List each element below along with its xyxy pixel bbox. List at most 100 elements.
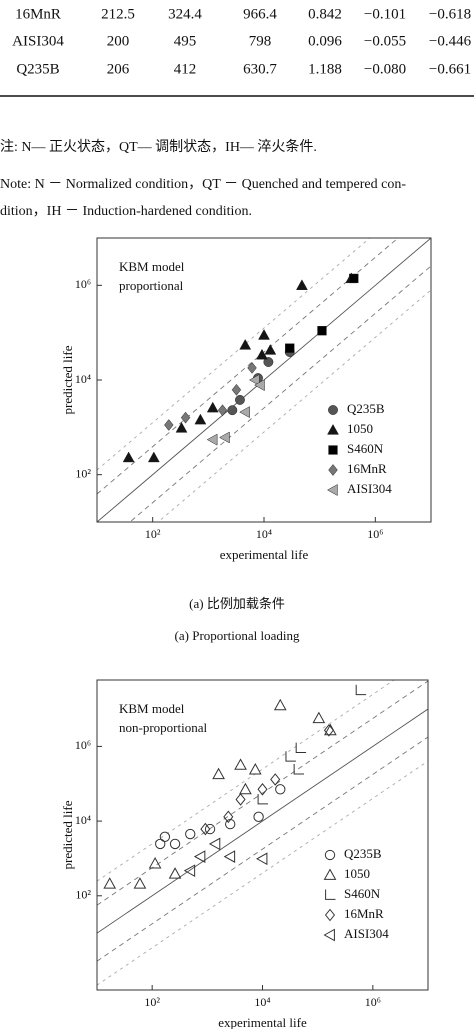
legend-marker: [328, 405, 338, 415]
note-en: dition，IH － Induction-hardened condition…: [0, 204, 252, 219]
point: [103, 877, 117, 889]
legend-label: S460N: [347, 441, 384, 456]
point: [248, 763, 262, 775]
point: [155, 838, 166, 850]
point: [148, 857, 162, 869]
point: [258, 329, 270, 340]
point: [235, 394, 245, 405]
caption-en: (a) Proportional loading: [175, 628, 300, 643]
reference-line: [157, 289, 431, 522]
point: [312, 711, 326, 724]
table-cell: 16MnR: [15, 6, 61, 22]
legend-marker: [323, 928, 335, 942]
legend-marker: [323, 868, 337, 880]
legend-marker: [325, 889, 336, 900]
point: [295, 279, 308, 290]
point: [264, 344, 277, 355]
x-tick-label: 10⁶: [367, 527, 383, 541]
y-tick-label: 10²: [75, 888, 91, 902]
legend-label: AISI304: [344, 926, 389, 941]
legend-marker: [327, 423, 339, 435]
legend-marker: [328, 445, 338, 455]
note-zh: 注: N— 正火状态，QT— 调制状态，IH— 淬火条件.: [0, 138, 317, 155]
point: [194, 413, 207, 425]
x-tick-label: 10²: [145, 527, 161, 541]
point: [239, 406, 250, 419]
point: [175, 421, 188, 433]
point: [193, 850, 206, 863]
table-cell: 206: [107, 61, 130, 77]
legend-marker: [326, 484, 338, 496]
legend-label: 1050: [344, 866, 370, 881]
annotation: non-proportional: [119, 720, 207, 735]
point: [168, 867, 182, 879]
table-cell: 212.5: [101, 6, 135, 22]
point: [223, 850, 236, 863]
legend-label: 1050: [347, 421, 373, 436]
table-cell: 630.7: [243, 61, 277, 77]
x-axis-label: experimental life: [220, 547, 309, 562]
point: [180, 411, 191, 424]
reference-line: [97, 736, 428, 962]
point: [273, 698, 287, 711]
annotation: proportional: [119, 278, 184, 293]
x-tick-label: 10⁶: [365, 995, 381, 1009]
y-tick-label: 10⁴: [75, 372, 91, 386]
table-cell: −0.101: [364, 6, 406, 22]
x-axis-label: experimental life: [218, 1015, 307, 1029]
point: [285, 343, 295, 353]
annotation: KBM model: [119, 701, 185, 716]
x-tick-label: 10²: [144, 995, 160, 1009]
point: [183, 864, 196, 878]
table-cell: 0.842: [308, 6, 342, 22]
legend-marker: [324, 908, 336, 922]
point: [263, 357, 274, 367]
point: [285, 751, 296, 762]
reference-line: [129, 265, 431, 522]
point: [122, 451, 135, 463]
point: [249, 374, 260, 386]
point: [235, 793, 246, 806]
caption-zh: (a) 比例加载条件: [189, 596, 285, 611]
legend-label: AISI304: [347, 481, 392, 496]
point: [293, 764, 305, 775]
y-tick-label: 10⁶: [75, 277, 91, 291]
point: [223, 810, 234, 824]
table-cell: 966.4: [243, 6, 277, 22]
annotation: KBM model: [119, 259, 185, 274]
x-tick-label: 10⁴: [254, 995, 270, 1009]
table-cell: 200: [107, 33, 130, 49]
point: [208, 837, 221, 851]
table-cell: 0.096: [308, 33, 342, 49]
point: [239, 782, 252, 795]
point: [217, 404, 228, 417]
y-axis-label: predicted life: [60, 800, 75, 869]
table-cell: 412: [174, 61, 197, 77]
point: [206, 433, 218, 446]
legend-label: Q235B: [344, 846, 382, 861]
legend-marker: [324, 849, 336, 861]
point: [169, 838, 181, 850]
legend-label: S460N: [344, 886, 381, 901]
y-tick-label: 10⁴: [75, 813, 91, 827]
point: [200, 822, 211, 836]
reference-line: [97, 238, 371, 471]
chart: 10² 10⁴ 10⁶ 10² 10⁴ 10⁶ experimental life predi…: [60, 679, 429, 1029]
table-cell: −0.661: [429, 61, 471, 77]
table-cell: AISI304: [12, 33, 64, 49]
note-en: Note: N － Normalized condition，QT － Quen…: [0, 177, 406, 192]
y-axis-label: predicted life: [60, 345, 75, 414]
table-cell: −0.446: [429, 33, 472, 49]
point: [234, 758, 247, 770]
point: [231, 383, 242, 396]
table-cell: 798: [249, 33, 272, 49]
table-cell: −0.055: [364, 33, 406, 49]
legend-marker: [328, 464, 338, 476]
point: [323, 723, 334, 737]
point: [317, 326, 327, 336]
point: [254, 379, 265, 392]
chart: 10² 10⁴ 10⁶ 10² 10⁴ 10⁶ experimental life predi…: [60, 237, 432, 562]
point: [295, 742, 307, 754]
table-cell: −0.080: [364, 61, 406, 77]
